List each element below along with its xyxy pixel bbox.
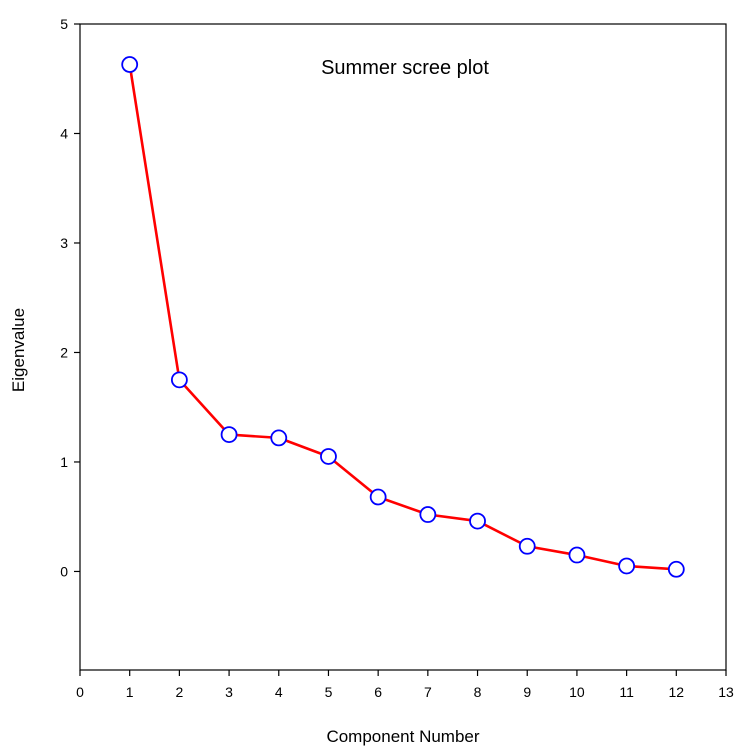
x-tick-label: 12	[669, 684, 685, 700]
data-point	[320, 448, 337, 465]
y-tick-label: 1	[60, 454, 68, 470]
data-point	[419, 506, 437, 523]
x-tick-label: 0	[76, 684, 84, 700]
data-point	[220, 426, 238, 443]
x-tick-label: 2	[175, 684, 183, 700]
x-tick-label: 13	[718, 684, 734, 700]
x-tick-label: 5	[325, 684, 333, 700]
y-tick-label: 0	[60, 563, 68, 579]
series-line	[128, 64, 677, 571]
x-tick-label: 6	[374, 684, 382, 700]
data-point	[369, 488, 387, 506]
data-point	[469, 512, 486, 530]
data-point	[121, 56, 139, 73]
data-point	[618, 557, 636, 575]
x-axis-title: Component Number	[326, 727, 479, 746]
plot-frame	[79, 23, 727, 671]
y-axis-title: Eigenvalue	[9, 308, 28, 392]
data-point	[270, 429, 288, 447]
data-point	[568, 546, 586, 564]
x-tick-label: 9	[523, 684, 531, 700]
chart-title: Summer scree plot	[321, 57, 489, 79]
y-tick-label: 2	[60, 344, 68, 360]
x-tick-label: 3	[225, 684, 233, 700]
data-point	[170, 371, 188, 389]
y-tick-label: 4	[60, 125, 68, 141]
x-tick-label: 7	[424, 684, 432, 700]
x-tick-label: 10	[569, 684, 585, 700]
x-tick-label: 4	[275, 684, 283, 700]
data-point	[667, 560, 685, 578]
x-tick-label: 8	[474, 684, 482, 700]
x-tick-label: 11	[619, 684, 634, 700]
y-tick-label: 5	[60, 16, 68, 32]
x-tick-label: 1	[126, 684, 134, 700]
y-tick-label: 3	[60, 235, 68, 251]
data-point	[518, 537, 536, 555]
